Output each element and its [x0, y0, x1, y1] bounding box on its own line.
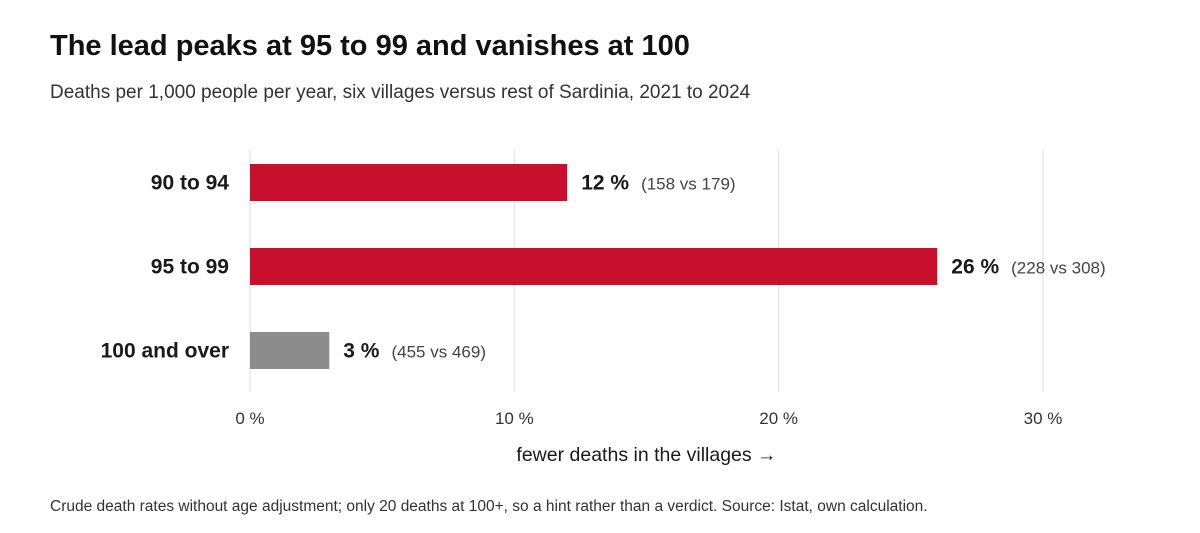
data-label-detail: (228 vs 308): [1011, 259, 1105, 278]
x-axis-label: fewer deaths in the villages →: [516, 444, 776, 466]
x-tick-label: 20 %: [759, 409, 798, 428]
data-label-value: 26 %: [951, 256, 999, 279]
data-label: 12 % (158 vs 179): [581, 172, 735, 195]
category-label: 95 to 99: [151, 256, 229, 279]
data-label-detail: (455 vs 469): [391, 343, 486, 362]
x-tick-label: 10 %: [495, 409, 534, 428]
data-label: 26 % (228 vs 308): [951, 256, 1105, 279]
bar: [250, 248, 938, 285]
category-label: 100 and over: [101, 340, 229, 363]
bar-chart: 0 % 10 % 20 % 30 % 90 to 94 12 % (158 vs 179) 9…: [101, 150, 1106, 466]
data-label-value: 12 %: [581, 172, 629, 195]
category-label: 90 to 94: [151, 172, 230, 195]
bar: [250, 332, 330, 369]
x-tick-label: 0 %: [235, 409, 264, 428]
bar: [250, 164, 568, 201]
chart-subtitle: Deaths per 1,000 people per year, six vi…: [50, 82, 751, 103]
data-label-detail: (158 vs 179): [641, 175, 736, 194]
data-label-value: 3 %: [343, 340, 380, 363]
chart-footnote: Crude death rates without age adjustment…: [50, 498, 928, 515]
x-tick-label: 30 %: [1024, 409, 1063, 428]
chart-title: The lead peaks at 95 to 99 and vanishes …: [50, 30, 690, 62]
data-label: 3 % (455 vs 469): [343, 340, 486, 363]
